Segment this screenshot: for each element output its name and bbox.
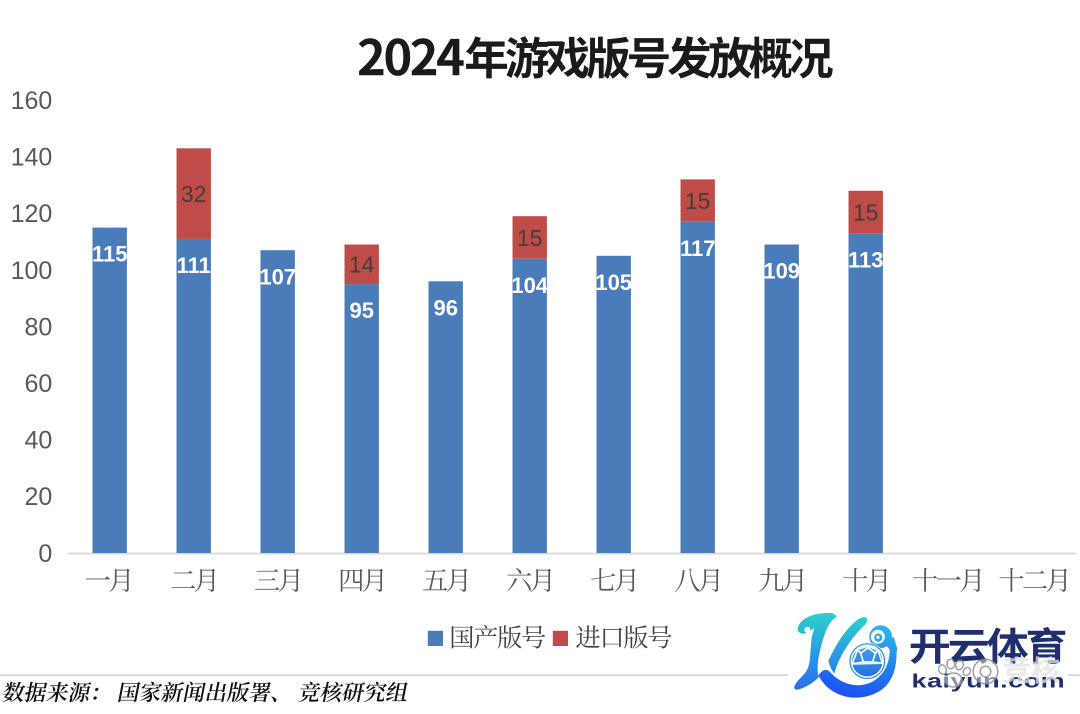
- svg-text:117: 117: [680, 236, 716, 261]
- svg-text:115: 115: [92, 242, 128, 267]
- svg-text:107: 107: [259, 264, 296, 289]
- svg-text:80: 80: [24, 313, 52, 341]
- svg-text:60: 60: [24, 370, 52, 398]
- svg-text:20: 20: [24, 483, 52, 511]
- svg-text:140: 140: [11, 144, 53, 172]
- svg-text:113: 113: [848, 247, 884, 272]
- svg-text:40: 40: [24, 427, 52, 455]
- svg-text:111: 111: [177, 253, 211, 278]
- svg-text:95: 95: [349, 298, 373, 323]
- svg-text:32: 32: [181, 181, 207, 207]
- svg-text:105: 105: [595, 270, 632, 295]
- svg-text:120: 120: [11, 200, 53, 228]
- svg-text:14: 14: [349, 252, 375, 278]
- svg-text:0: 0: [38, 540, 52, 568]
- svg-text:15: 15: [517, 225, 543, 251]
- svg-text:160: 160: [11, 87, 53, 115]
- svg-text:100: 100: [11, 257, 53, 285]
- svg-text:104: 104: [511, 273, 548, 298]
- svg-text:15: 15: [685, 188, 711, 214]
- svg-text:96: 96: [433, 295, 457, 320]
- svg-text:109: 109: [763, 259, 800, 284]
- svg-text:15: 15: [853, 199, 879, 225]
